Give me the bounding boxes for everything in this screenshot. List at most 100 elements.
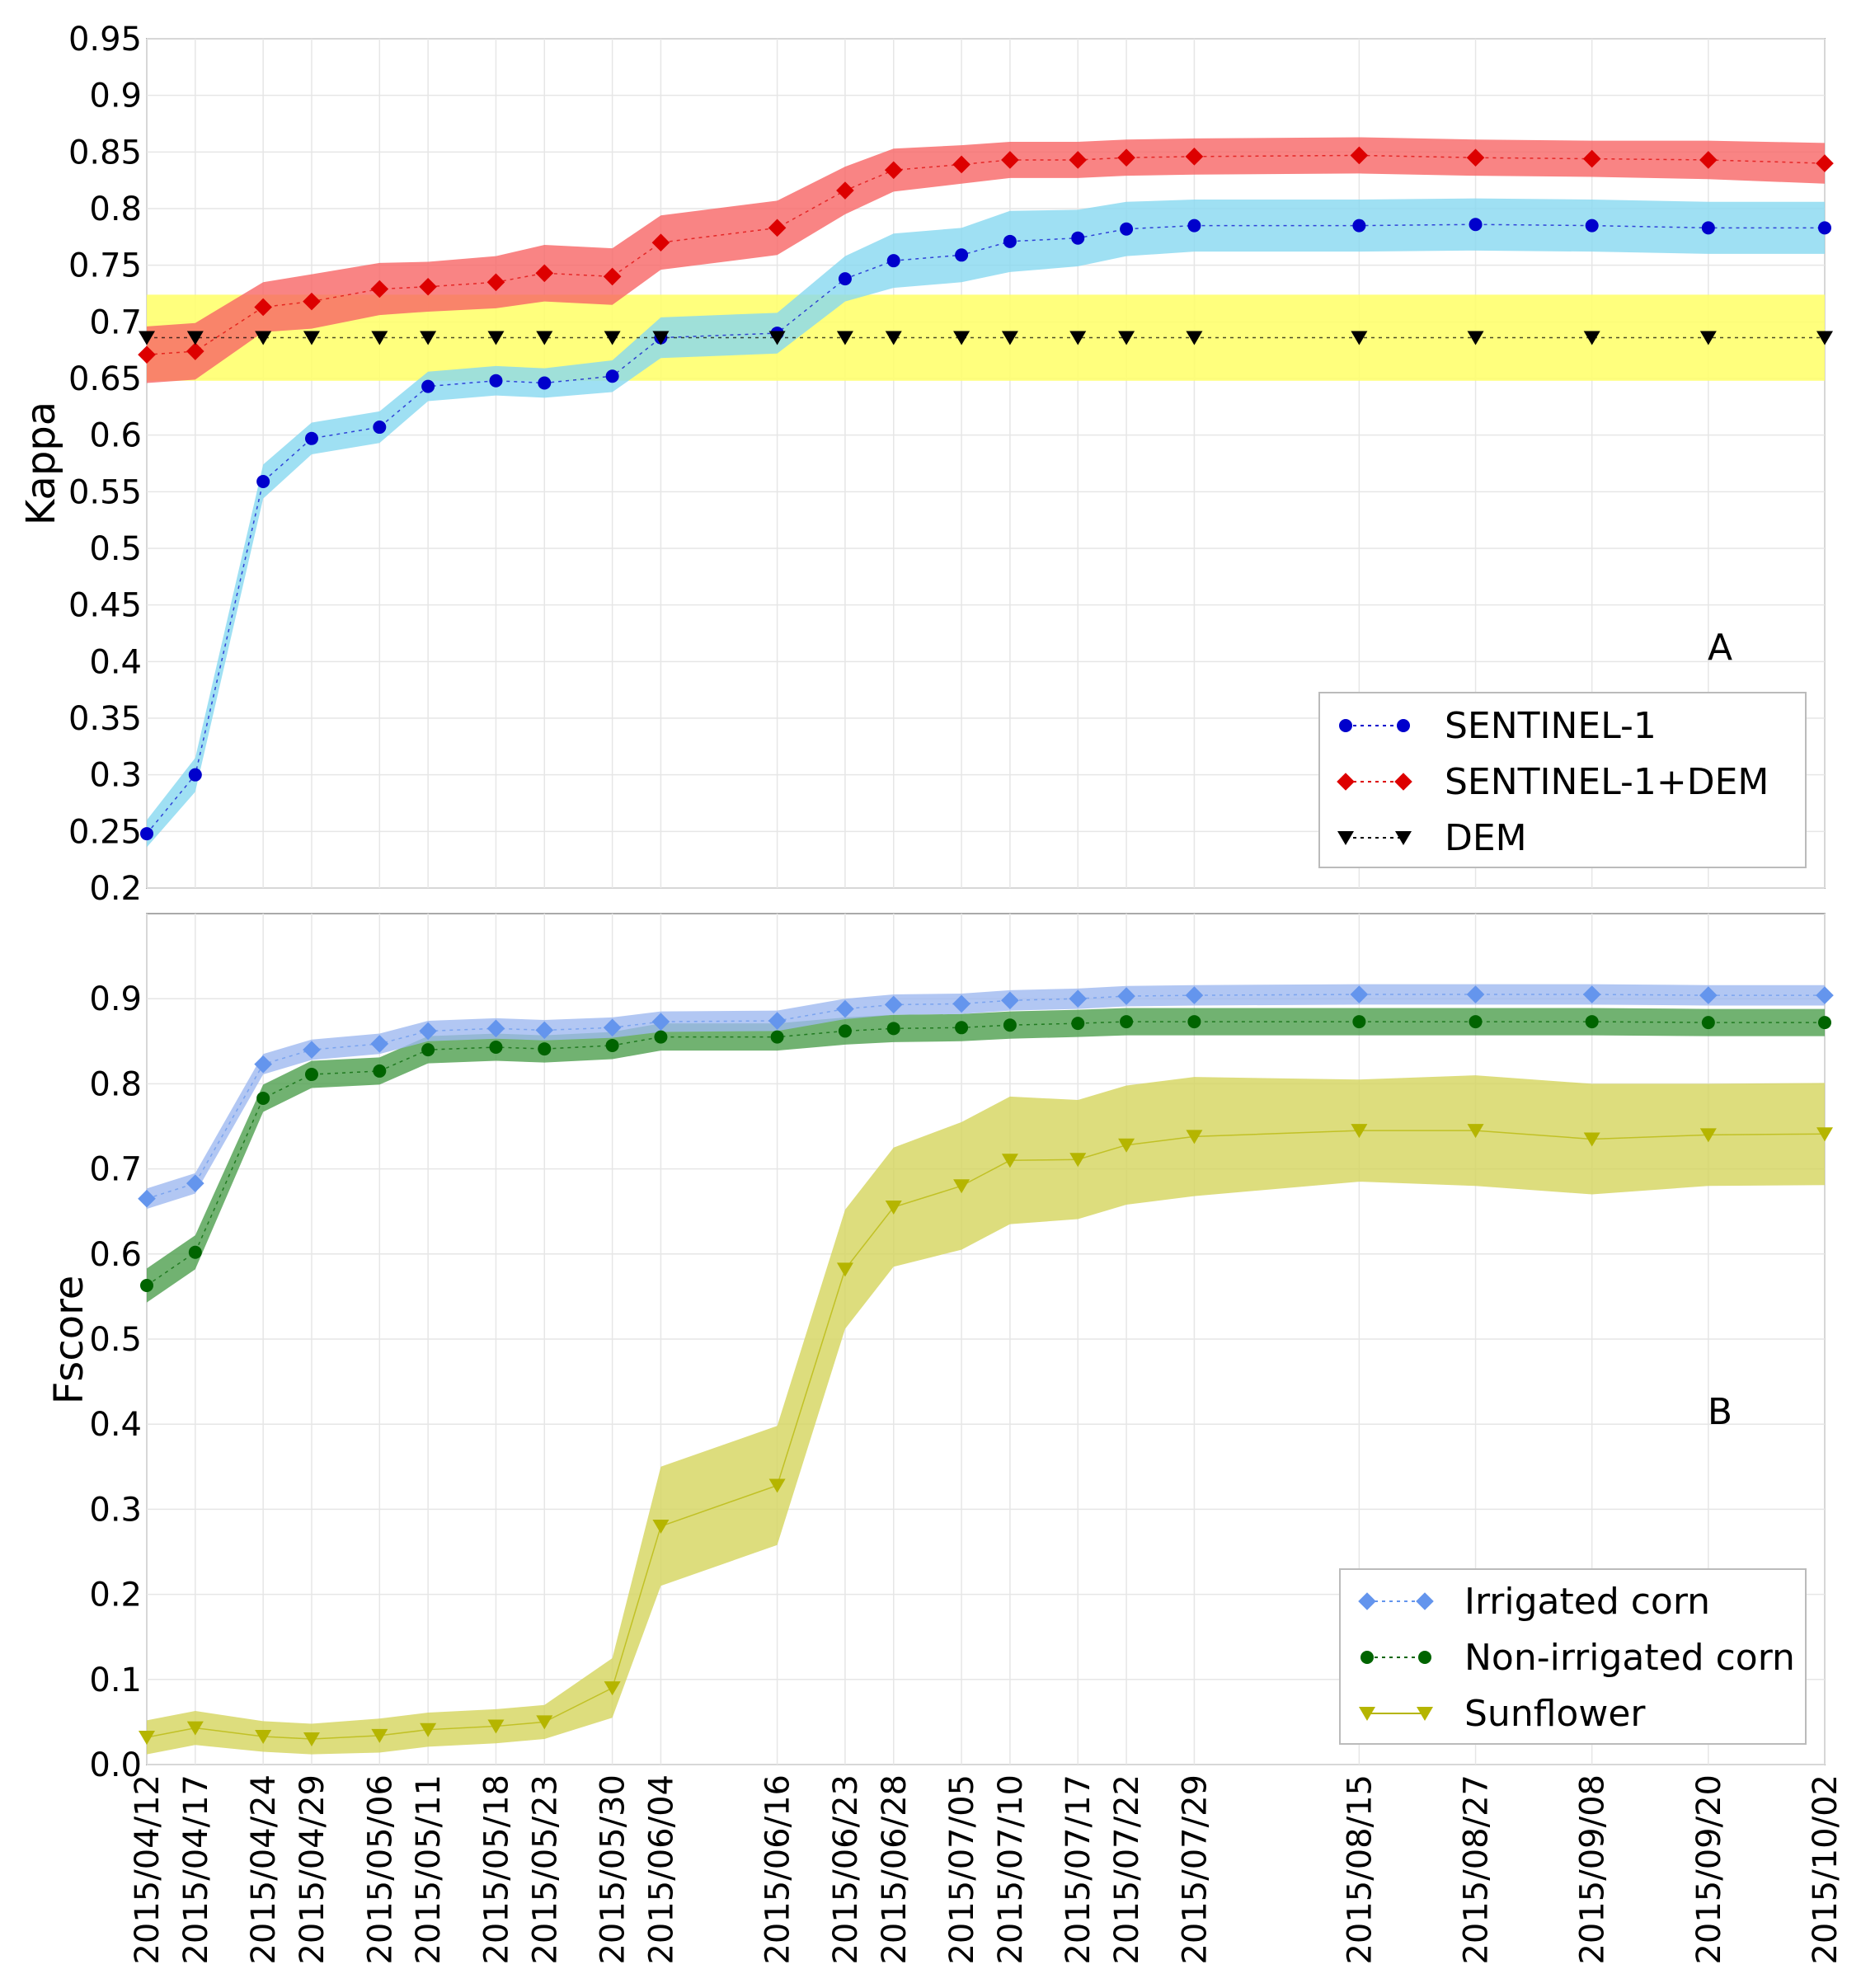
legend-item-sentinel-1-dem: SENTINEL-1+DEM	[1337, 761, 1769, 803]
x-tick-label: 2015/05/11	[410, 1774, 448, 1965]
point-sentinel-1	[188, 768, 202, 782]
legend-item-non-irrigated-corn: Non-irrigated corn	[1361, 1637, 1795, 1679]
legend-marker-non-irrigated-corn	[1361, 1651, 1374, 1664]
point-dem	[1583, 331, 1600, 345]
point-sentinel-1-dem	[1350, 146, 1369, 165]
line-non-irrigated-corn	[146, 1021, 1825, 1286]
x-tick-label: 2015/06/04	[642, 1774, 680, 1965]
y-tick-label: 0.1	[89, 1661, 142, 1699]
y-tick-label: 0.7	[89, 1151, 142, 1189]
point-dem	[1351, 331, 1368, 345]
point-sentinel-1-dem	[1582, 149, 1601, 168]
point-irrigated-corn	[952, 994, 970, 1013]
point-sunflower	[1069, 1153, 1087, 1168]
point-non-irrigated-corn	[1818, 1016, 1831, 1030]
point-sunflower	[953, 1179, 970, 1194]
point-dem	[604, 331, 621, 345]
point-dem	[953, 331, 970, 345]
point-sentinel-1-dem	[884, 161, 903, 180]
point-non-irrigated-corn	[1003, 1018, 1017, 1032]
point-non-irrigated-corn	[770, 1030, 784, 1044]
fscore-lines	[138, 985, 1834, 1747]
point-irrigated-corn	[836, 999, 854, 1018]
legend-marker-sunflower	[1417, 1707, 1433, 1721]
point-sentinel-1-dem	[1816, 154, 1834, 172]
point-sentinel-1	[538, 376, 552, 390]
x-tick-label: 2015/07/29	[1176, 1774, 1214, 1965]
legend-item-sunflower: Sunflower	[1359, 1693, 1646, 1735]
point-sentinel-1	[1003, 234, 1017, 248]
point-dem	[303, 331, 320, 345]
x-tick-label: 2015/09/08	[1574, 1774, 1612, 1965]
point-sentinel-1-dem	[370, 280, 389, 298]
point-sunflower	[652, 1520, 670, 1534]
point-sunflower	[1351, 1124, 1368, 1139]
fscore-panel: 0.90.80.70.60.50.40.30.20.10.0 Fscore B …	[46, 913, 1834, 1784]
legend-marker-dem	[1337, 831, 1354, 845]
y-tick-label: 0.85	[68, 134, 142, 172]
point-dem	[536, 331, 553, 345]
point-irrigated-corn	[138, 1189, 156, 1208]
point-sunflower	[1467, 1124, 1484, 1139]
point-non-irrigated-corn	[188, 1245, 202, 1259]
y-tick-label: 0.4	[89, 643, 142, 681]
legend-marker-non-irrigated-corn	[1418, 1651, 1431, 1664]
legend-marker-sunflower	[1359, 1707, 1375, 1721]
point-irrigated-corn	[1185, 986, 1204, 1004]
y-tick-label: 0.45	[68, 587, 142, 625]
point-dem	[1467, 331, 1484, 345]
fscore-legend-box	[1339, 1568, 1807, 1745]
x-tick-label: 2015/06/16	[759, 1774, 797, 1965]
point-non-irrigated-corn	[140, 1278, 153, 1292]
kappa-y-ticks: 0.95 0.9 0.85 0.8 0.75 0.7 0.65 0.6 0.55 0.5 0.45 0…	[68, 21, 142, 908]
y-tick-label: 0.95	[68, 21, 142, 59]
point-irrigated-corn	[370, 1035, 389, 1053]
point-sunflower	[420, 1722, 437, 1737]
line-irrigated-corn	[146, 994, 1825, 1200]
point-irrigated-corn	[186, 1174, 204, 1192]
y-tick-label: 0.9	[89, 980, 142, 1018]
legend-marker-sunflower	[1359, 1707, 1375, 1721]
x-tick-label: 2015/05/18	[477, 1774, 515, 1965]
point-sentinel-1	[1701, 221, 1715, 235]
kappa-lines	[138, 146, 1834, 841]
legend-label-irrigated-corn: Irrigated corn	[1464, 1581, 1710, 1623]
y-tick-label: 0.7	[89, 303, 142, 341]
legend-item-sentinel-1: SENTINEL-1	[1339, 705, 1657, 747]
x-tick-label: 2015/07/10	[992, 1774, 1030, 1965]
point-irrigated-corn	[419, 1022, 437, 1041]
point-sentinel-1	[256, 474, 270, 488]
point-non-irrigated-corn	[421, 1043, 435, 1057]
legend-marker-dem	[1337, 831, 1354, 845]
point-non-irrigated-corn	[489, 1041, 503, 1055]
x-tick-label: 2015/07/22	[1108, 1774, 1146, 1965]
y-tick-label: 0.25	[68, 813, 142, 851]
point-sentinel-1-dem	[768, 219, 787, 237]
point-irrigated-corn	[1699, 986, 1718, 1004]
y-tick-label: 0.5	[89, 1321, 142, 1359]
point-sentinel-1-dem	[1185, 148, 1204, 166]
point-sentinel-1-dem	[186, 342, 204, 360]
point-sentinel-1	[1071, 231, 1085, 245]
point-dem	[1118, 331, 1135, 345]
fscore-y-axis-label: Fscore	[46, 1276, 92, 1405]
point-irrigated-corn	[254, 1055, 272, 1074]
x-tick-label: 2015/10/02	[1807, 1774, 1845, 1965]
y-tick-label: 0.5	[89, 530, 142, 568]
point-non-irrigated-corn	[1352, 1015, 1366, 1029]
point-dem	[487, 331, 505, 345]
point-sentinel-1-dem	[303, 292, 321, 311]
point-non-irrigated-corn	[373, 1064, 387, 1078]
point-sentinel-1	[886, 254, 900, 268]
x-tick-label: 2015/05/23	[526, 1774, 564, 1965]
point-sunflower	[255, 1729, 272, 1744]
point-sentinel-1-dem	[1117, 148, 1135, 167]
point-non-irrigated-corn	[886, 1022, 900, 1036]
point-sunflower	[1118, 1138, 1135, 1153]
panel-label-b: B	[1708, 1391, 1732, 1433]
point-sunflower	[1186, 1130, 1203, 1144]
point-sentinel-1	[1352, 219, 1366, 233]
y-tick-label: 0.75	[68, 247, 142, 285]
point-non-irrigated-corn	[654, 1030, 668, 1044]
